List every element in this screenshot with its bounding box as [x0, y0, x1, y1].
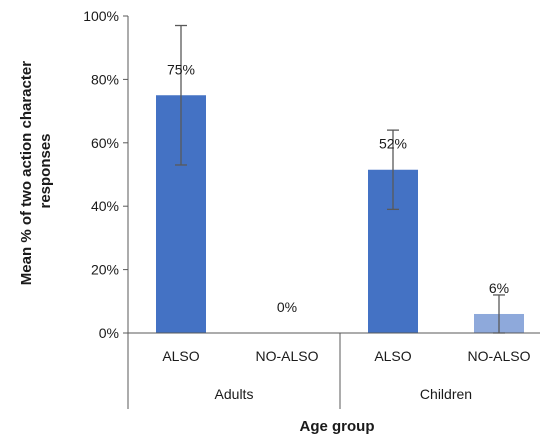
data-label: 75%: [167, 61, 195, 77]
data-label: 0%: [277, 299, 297, 315]
y-axis-ticks: 0% 20% 40% 60% 80% 100%: [83, 8, 128, 341]
group-labels: Adults Children: [215, 386, 473, 402]
y-tick-label: 60%: [91, 135, 119, 151]
axes: [127, 16, 540, 409]
data-label: 6%: [489, 280, 509, 296]
y-tick-label: 80%: [91, 71, 119, 87]
y-axis-title: Mean % of two action character responses: [18, 57, 54, 285]
error-bars: [175, 24, 505, 334]
data-labels: 75% 0% 52% 6%: [167, 61, 509, 315]
category-label: ALSO: [162, 348, 199, 364]
bars: [156, 95, 524, 333]
group-label: Adults: [215, 386, 254, 402]
group-label: Children: [420, 386, 472, 402]
y-tick-label: 40%: [91, 198, 119, 214]
x-axis-title: Age group: [300, 418, 375, 435]
y-axis-title-line-1: Mean % of two action character: [18, 61, 35, 285]
category-label: NO-ALSO: [255, 348, 318, 364]
y-tick-label: 20%: [91, 262, 119, 278]
category-label: ALSO: [374, 348, 411, 364]
category-labels: ALSO NO-ALSO ALSO NO-ALSO: [162, 348, 530, 364]
category-label: NO-ALSO: [467, 348, 530, 364]
y-tick-label: 0%: [99, 325, 119, 341]
y-tick-label: 100%: [83, 8, 119, 24]
data-label: 52%: [379, 136, 407, 152]
y-axis-title-line-2: responses: [37, 133, 54, 208]
